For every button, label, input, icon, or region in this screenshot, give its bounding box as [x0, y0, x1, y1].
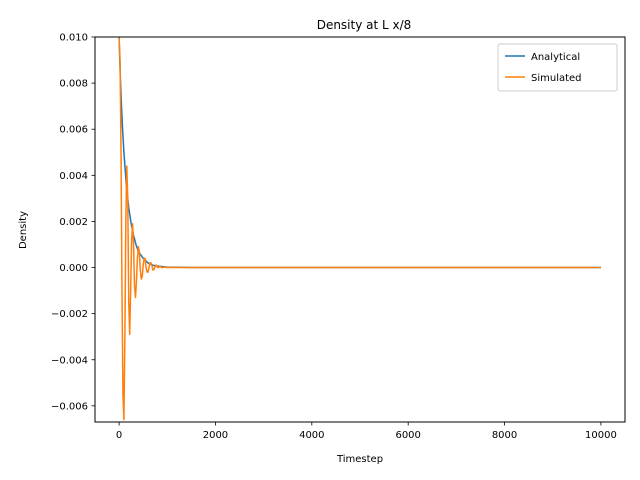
x-tick-label: 2000 — [203, 430, 228, 441]
y-tick-label: −0.002 — [51, 309, 88, 320]
y-tick-label: 0.000 — [59, 263, 88, 274]
legend-label-simulated: Simulated — [531, 73, 582, 84]
y-tick-label: 0.008 — [59, 79, 88, 90]
ticks-layer: 0 2000 4000 6000 8000 10000 −0.006 −0.004 −0.002… — [51, 33, 617, 442]
x-tick-label: 6000 — [395, 430, 420, 441]
legend: Analytical Simulated — [497, 43, 618, 92]
chart-title: Density at L x/8 — [317, 18, 412, 32]
y-axis-label: Density — [18, 211, 29, 249]
x-tick-label: 0 — [116, 430, 122, 441]
x-axis-label: Timestep — [336, 454, 383, 465]
y-tick-label: −0.004 — [51, 355, 88, 366]
legend-box — [497, 43, 618, 92]
series-layer — [118, 36, 601, 421]
plot-frame — [94, 36, 626, 423]
y-tick-label: 0.006 — [59, 125, 88, 136]
y-tick-label: −0.006 — [51, 401, 88, 412]
y-tick-label: 0.004 — [59, 171, 88, 182]
y-tick-label: 0.010 — [59, 33, 88, 44]
y-tick-label: 0.002 — [59, 217, 88, 228]
x-tick-label: 4000 — [299, 430, 324, 441]
series-line-simulated — [118, 36, 601, 421]
x-tick-label: 10000 — [585, 430, 617, 441]
x-tick-label: 8000 — [492, 430, 517, 441]
legend-label-analytical: Analytical — [531, 52, 580, 63]
